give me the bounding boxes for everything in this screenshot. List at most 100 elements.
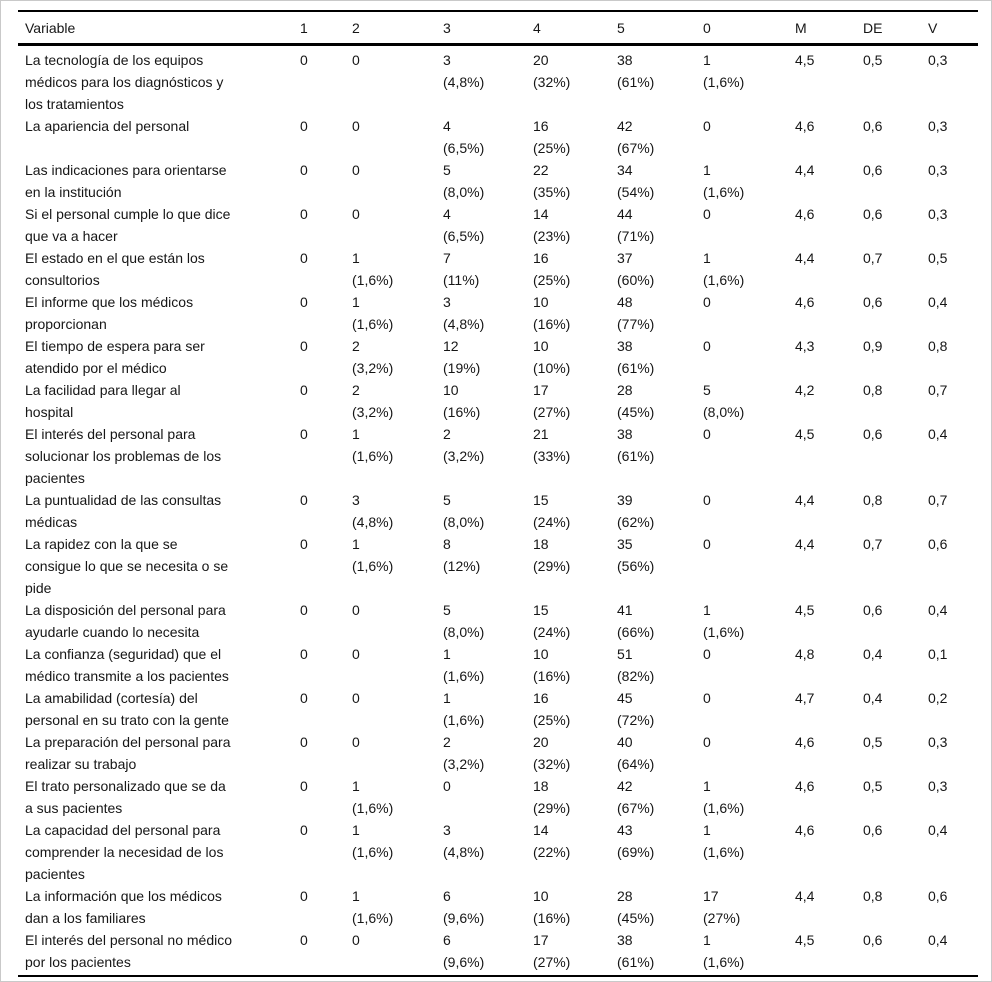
percent-value: (60%) — [617, 272, 655, 288]
frequency-cell: 0 — [295, 159, 347, 203]
frequency-cell: 51 (82%) — [612, 643, 698, 687]
count-value: 10 — [533, 646, 549, 662]
frequency-cell: 0 — [295, 885, 347, 929]
percent-value: (10%) — [533, 360, 571, 376]
count-value: 40 — [617, 734, 633, 750]
percent-value: (16%) — [443, 404, 481, 420]
count-value: 0 — [300, 294, 308, 310]
frequency-cell: 22 (35%) — [528, 159, 612, 203]
count-value: 28 — [617, 382, 633, 398]
frequency-cell: 18 (29%) — [528, 533, 612, 599]
de-cell: 0,6 — [863, 118, 883, 134]
frequency-cell: 0 — [295, 115, 347, 159]
variable-cell: La confianza (seguridad) que el médico t… — [25, 646, 229, 684]
m-cell: 4,6 — [795, 206, 815, 222]
count-value: 0 — [300, 492, 308, 508]
percent-value: (8,0%) — [443, 624, 485, 640]
percent-value: (61%) — [617, 74, 655, 90]
count-value: 0 — [703, 338, 711, 354]
count-value: 0 — [300, 206, 308, 222]
percent-value: (66%) — [617, 624, 655, 640]
v-cell: 0,4 — [928, 602, 948, 618]
frequency-cell: 16 (25%) — [528, 115, 612, 159]
v-cell: 0,4 — [928, 294, 948, 310]
table-row: La rapidez con la que se consigue lo que… — [18, 533, 978, 599]
percent-value: (24%) — [533, 624, 571, 640]
percent-value: (29%) — [533, 558, 571, 574]
percent-value: (23%) — [533, 228, 571, 244]
v-cell: 0,7 — [928, 492, 948, 508]
count-value: 18 — [533, 536, 549, 552]
count-value: 0 — [300, 734, 308, 750]
count-value: 16 — [533, 118, 549, 134]
count-value: 0 — [443, 778, 451, 794]
count-value: 17 — [533, 932, 549, 948]
count-value: 18 — [533, 778, 549, 794]
percent-value: (54%) — [617, 184, 655, 200]
frequency-cell: 17 (27%) — [528, 379, 612, 423]
count-value: 0 — [703, 118, 711, 134]
variable-cell: El estado en el que están los consultori… — [25, 250, 205, 288]
column-header-3: 3 — [438, 11, 528, 46]
frequency-cell: 38 (61%) — [612, 929, 698, 976]
count-value: 0 — [703, 734, 711, 750]
v-cell: 0,3 — [928, 162, 948, 178]
frequency-cell: 28 (45%) — [612, 885, 698, 929]
m-cell: 4,3 — [795, 338, 815, 354]
frequency-cell: 10 (10%) — [528, 335, 612, 379]
m-cell: 4,4 — [795, 162, 815, 178]
percent-value: (1,6%) — [443, 712, 485, 728]
v-cell: 0,3 — [928, 118, 948, 134]
percent-value: (71%) — [617, 228, 655, 244]
de-cell: 0,6 — [863, 206, 883, 222]
m-cell: 4,5 — [795, 52, 815, 68]
frequency-cell: 8 (12%) — [438, 533, 528, 599]
v-cell: 0,3 — [928, 52, 948, 68]
frequency-cell: 1 (1,6%) — [698, 159, 790, 203]
v-cell: 0,4 — [928, 822, 948, 838]
frequency-cell: 0 — [295, 533, 347, 599]
count-value: 1 — [703, 932, 711, 948]
percent-value: (61%) — [617, 448, 655, 464]
count-value: 1 — [352, 536, 360, 552]
frequency-cell: 38 (61%) — [612, 335, 698, 379]
frequency-cell: 0 — [295, 819, 347, 885]
frequency-cell: 0 — [698, 335, 790, 379]
m-cell: 4,4 — [795, 536, 815, 552]
variable-cell: Las indicaciones para orientarse en la i… — [25, 162, 227, 200]
count-value: 0 — [300, 690, 308, 706]
frequency-cell: 3 (4,8%) — [438, 45, 528, 116]
count-value: 0 — [703, 536, 711, 552]
frequency-cell: 0 — [295, 203, 347, 247]
m-cell: 4,5 — [795, 932, 815, 948]
percent-value: (25%) — [533, 712, 571, 728]
frequency-cell: 0 — [698, 643, 790, 687]
frequency-cell: 44 (71%) — [612, 203, 698, 247]
column-header-v: V — [923, 11, 978, 46]
v-cell: 0,1 — [928, 646, 948, 662]
count-value: 0 — [300, 382, 308, 398]
table-row: La disposición del personal para ayudarl… — [18, 599, 978, 643]
frequency-cell: 0 — [347, 731, 438, 775]
frequency-cell: 0 — [295, 379, 347, 423]
de-cell: 0,8 — [863, 492, 883, 508]
frequency-cell: 16 (25%) — [528, 247, 612, 291]
frequency-cell: 48 (77%) — [612, 291, 698, 335]
m-cell: 4,5 — [795, 602, 815, 618]
count-value: 10 — [533, 338, 549, 354]
count-value: 0 — [352, 690, 360, 706]
percent-value: (16%) — [533, 910, 571, 926]
v-cell: 0,4 — [928, 932, 948, 948]
variable-cell: Si el personal cumple lo que dice que va… — [25, 206, 231, 244]
count-value: 48 — [617, 294, 633, 310]
frequency-cell: 3 (4,8%) — [347, 489, 438, 533]
frequency-cell: 0 — [295, 929, 347, 976]
column-header-1: 1 — [295, 11, 347, 46]
count-value: 0 — [300, 118, 308, 134]
percent-value: (9,6%) — [443, 910, 485, 926]
percent-value: (24%) — [533, 514, 571, 530]
percent-value: (8,0%) — [443, 184, 485, 200]
count-value: 0 — [300, 778, 308, 794]
frequency-cell: 7 (11%) — [438, 247, 528, 291]
count-value: 41 — [617, 602, 633, 618]
